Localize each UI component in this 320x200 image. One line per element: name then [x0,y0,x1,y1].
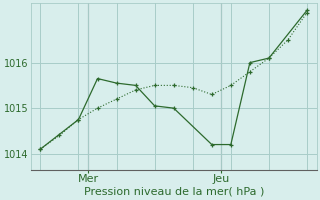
X-axis label: Pression niveau de la mer( hPa ): Pression niveau de la mer( hPa ) [84,187,264,197]
